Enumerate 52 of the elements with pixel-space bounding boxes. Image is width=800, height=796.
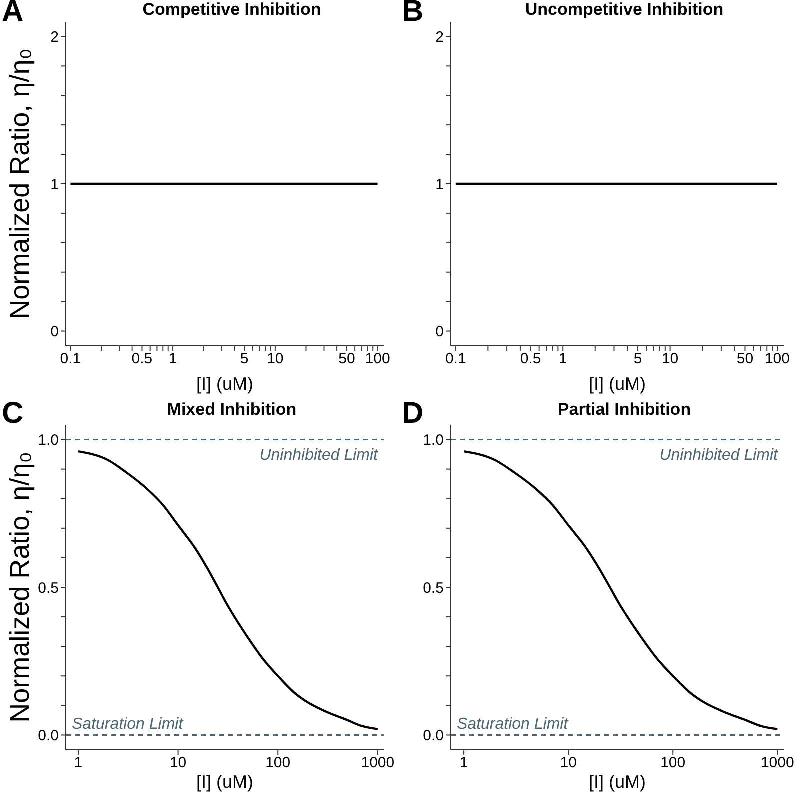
x-tick-label: 10 [170, 754, 187, 772]
y-tick-label: 0.5 [423, 580, 444, 597]
x-tick-label: 1 [558, 350, 568, 368]
chart-title: Mixed Inhibition [166, 400, 298, 420]
text: C [2, 397, 24, 430]
chart-title: Partial Inhibition [556, 400, 692, 420]
x-tick-label: 10 [662, 350, 679, 368]
ref-line-label: Saturation Limit [457, 716, 569, 734]
y-tick-label: 0 [50, 324, 59, 341]
x-axis-title: [I] (uM) [196, 374, 254, 394]
x-axis-title: [I] (uM) [589, 772, 646, 792]
x-tick-label: 100 [660, 754, 686, 772]
x-tick-label: 50 [338, 350, 356, 368]
x-tick-label: 10 [560, 754, 577, 772]
chart-title: Uncompetitive Inhibition [524, 0, 725, 20]
y-axis-title: Normalized Ratio, η/η₀ [5, 452, 35, 723]
text: A [2, 0, 24, 28]
ref-line-label: Saturation Limit [72, 716, 184, 734]
chart-title: Competitive Inhibition [142, 0, 322, 20]
x-tick-label: 1 [168, 350, 178, 368]
y-tick-label: 0.0 [423, 728, 444, 745]
x-axis-title: [I] (uM) [589, 374, 646, 394]
x-tick-label: 100 [266, 754, 291, 772]
x-tick-label: 0.5 [132, 350, 153, 368]
x-axis-title: [I] (uM) [196, 772, 254, 792]
x-tick-label: 1000 [361, 754, 395, 772]
x-tick-label: 0.1 [445, 350, 466, 368]
ref-line-label: Uninhibited Limit [660, 446, 779, 464]
y-tick-label: 0 [436, 324, 444, 341]
x-tick-label: 10 [267, 350, 284, 368]
ref-line-label: Uninhibited Limit [260, 446, 379, 464]
y-tick-label: 2 [50, 29, 59, 46]
x-tick-label: 0.5 [520, 350, 542, 368]
x-tick-label: 1 [460, 754, 468, 772]
x-tick-label: 50 [736, 350, 754, 368]
y-tick-label: 1 [436, 176, 444, 194]
x-tick-label: 5 [240, 350, 249, 368]
y-tick-label: 1.0 [38, 432, 59, 450]
x-tick-label: 100 [764, 350, 790, 368]
text: B [402, 0, 424, 28]
text: D [402, 397, 424, 430]
x-tick-label: 1 [74, 754, 83, 772]
y-tick-label: 1.0 [423, 432, 444, 450]
x-tick-label: 0.1 [60, 350, 82, 368]
x-tick-label: 100 [365, 350, 390, 368]
y-axis-title: Normalized Ratio, η/η₀ [5, 48, 35, 320]
y-tick-label: 1 [50, 176, 59, 194]
y-tick-label: 0.0 [38, 728, 59, 745]
y-tick-label: 2 [436, 29, 444, 46]
x-tick-label: 1000 [760, 754, 794, 772]
y-tick-label: 0.5 [38, 580, 59, 597]
x-tick-label: 5 [634, 350, 642, 368]
